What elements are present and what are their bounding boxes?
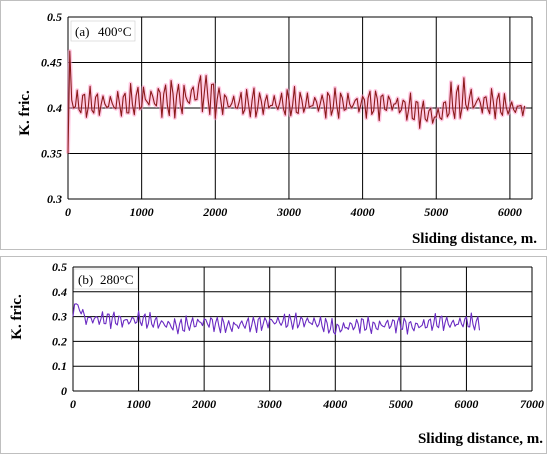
chart-a-y-tick-label: 0.35: [41, 147, 62, 161]
chart-b-x-tick-label: 1000: [127, 397, 151, 411]
chart-a-x-tick-label: 5000: [424, 205, 448, 219]
chart-a-x-tick-label: 1000: [130, 205, 154, 219]
chart-b-x-tick-label: 7000: [520, 397, 544, 411]
chart-b-annotation-box: [73, 268, 139, 290]
chart-panel-a: K. fric. (a) 400°C Sliding distance, m. …: [0, 0, 547, 250]
chart-a-svg: K. fric. (a) 400°C Sliding distance, m. …: [17, 10, 537, 247]
chart-a-x-tick-label: 3000: [276, 205, 301, 219]
chart-a-annotation-label: (a): [75, 24, 89, 39]
chart-b-x-tick-label: 5000: [389, 397, 413, 411]
chart-a-y-tick-label: 0.5: [47, 10, 62, 24]
chart-a-ylabel: K. fric.: [17, 90, 33, 136]
chart-b-ylabel: K. fric.: [9, 294, 25, 340]
chart-a-xlabel: Sliding distance, m.: [412, 231, 537, 247]
chart-b-y-tick-label: 0.3: [52, 310, 67, 324]
chart-a-y-tick-label: 0.4: [47, 101, 62, 115]
chart-a-x-tick-label: 6000: [498, 205, 522, 219]
chart-a-annotation-temp: 400°C: [98, 24, 131, 39]
chart-b-grid: [72, 266, 533, 392]
chart-b-y-tick-label: 0: [61, 384, 67, 398]
chart-b-series-line: [72, 303, 481, 335]
chart-a-annotation-box: [70, 20, 136, 42]
chart-b-x-tick-label: 0: [70, 397, 76, 411]
chart-b-x-tick-label: 4000: [322, 397, 347, 411]
chart-b-x-tick-label: 6000: [454, 397, 478, 411]
chart-b-y-tick-label: 0.4: [52, 285, 67, 299]
chart-b-y-tick-label: 0.2: [52, 334, 67, 348]
chart-b-xlabel: Sliding distance, m.: [418, 431, 543, 447]
chart-b-annotation-label: (b): [78, 272, 93, 287]
chart-a-y-tick-label: 0.45: [41, 56, 62, 70]
chart-b-y-tick-label: 0.1: [52, 359, 67, 373]
chart-b-x-tick-label: 3000: [257, 397, 282, 411]
chart-b-svg: K. fric. (b) 280°C Sliding distance, m. …: [9, 260, 544, 447]
chart-a-x-tick-label: 0: [65, 205, 71, 219]
chart-a-x-tick-label: 2000: [202, 205, 227, 219]
chart-b-annotation-temp: 280°C: [100, 272, 133, 287]
chart-b-x-tick-label: 2000: [191, 397, 216, 411]
chart-a-series-line: [67, 50, 526, 154]
chart-panel-b: K. fric. (b) 280°C Sliding distance, m. …: [0, 256, 547, 454]
chart-b-y-tick-label: 0.5: [52, 260, 67, 274]
chart-a-x-tick-label: 4000: [350, 205, 375, 219]
chart-a-y-tick-label: 0.3: [47, 192, 62, 206]
